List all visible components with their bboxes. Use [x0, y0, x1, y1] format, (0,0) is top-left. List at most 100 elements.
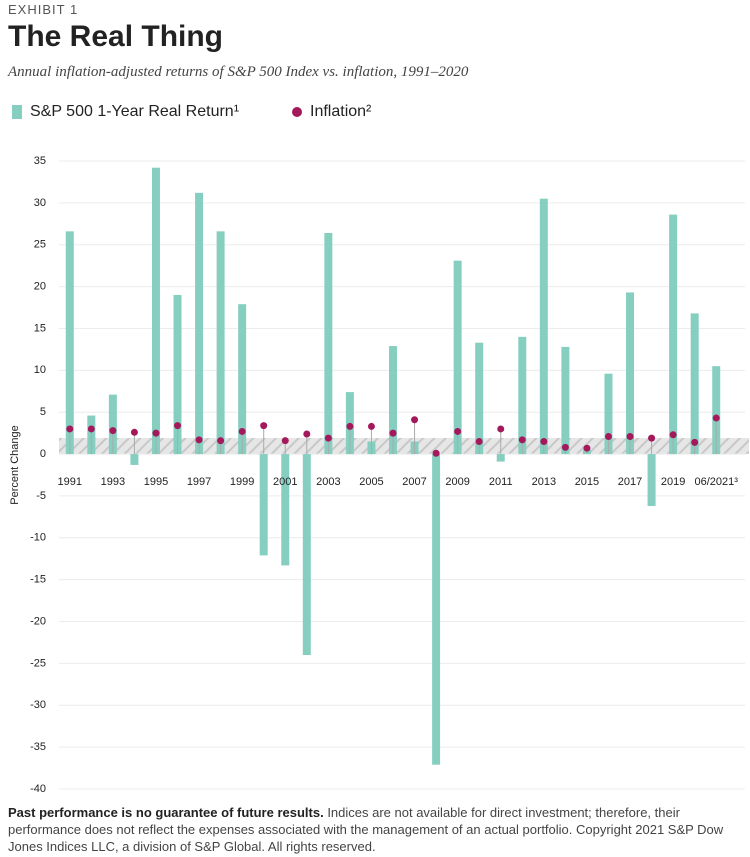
x-tick-label: 2011 [489, 476, 513, 488]
x-tick-label: 2003 [316, 476, 340, 488]
dot [174, 422, 182, 430]
y-tick-label: 20 [34, 281, 46, 293]
x-tick-label: 2013 [532, 476, 556, 488]
bar [216, 231, 225, 455]
dot [454, 427, 462, 435]
bar [195, 192, 204, 455]
x-tick-label: 2017 [618, 476, 642, 488]
bar [281, 454, 290, 566]
dot [691, 438, 699, 446]
y-tick-label: 35 [34, 155, 46, 167]
dot [626, 432, 634, 440]
y-tick-label: 10 [34, 364, 46, 376]
legend-swatch [12, 105, 22, 119]
dot [130, 428, 138, 436]
bar [324, 233, 333, 455]
bar [453, 260, 462, 455]
x-tick-label: 1991 [58, 476, 82, 488]
dot [432, 449, 440, 457]
dot [540, 438, 548, 446]
y-tick-label: -35 [30, 741, 46, 753]
x-tick-label: 2001 [273, 476, 297, 488]
y-tick-label: 30 [34, 197, 46, 209]
dot [152, 429, 160, 437]
x-tick-label: 1997 [187, 476, 211, 488]
chart-subtitle: Annual inflation-adjusted returns of S&P… [8, 64, 469, 80]
dot [66, 425, 74, 433]
x-tick-label: 1999 [230, 476, 254, 488]
x-tick-label: 2015 [575, 476, 599, 488]
dot [303, 430, 311, 438]
dot [604, 432, 612, 440]
bar [302, 454, 311, 656]
x-tick-label: 2005 [359, 476, 383, 488]
footer-bold: Past performance is no guarantee of futu… [8, 805, 324, 820]
y-tick-label: 25 [34, 239, 46, 251]
bar [518, 336, 527, 455]
dot [367, 422, 375, 430]
bar [669, 214, 678, 455]
legend-label: Inflation² [310, 103, 372, 120]
footer-text: Indices are not available for direct inv… [8, 805, 724, 854]
bar [238, 304, 247, 455]
dot [195, 436, 203, 444]
zero-band [59, 438, 749, 454]
y-tick-label: -15 [30, 574, 46, 586]
x-tick-label: 1993 [101, 476, 125, 488]
bar [389, 346, 397, 455]
y-tick-label: -10 [30, 532, 46, 544]
exhibit-label: EXHIBIT 1 [8, 2, 79, 17]
dot [518, 436, 526, 444]
dot [238, 427, 246, 435]
bar [108, 394, 117, 455]
y-tick-label: -25 [30, 657, 46, 669]
dot [217, 437, 225, 445]
bar [151, 167, 160, 455]
y-tick-label: 15 [34, 322, 46, 334]
bar [432, 454, 441, 765]
dot [260, 422, 268, 430]
dot [281, 437, 289, 445]
dot [648, 434, 656, 442]
bar [130, 454, 139, 465]
bar [173, 294, 182, 455]
footer: Past performance is no guarantee of futu… [8, 804, 743, 855]
y-tick-label: -30 [30, 699, 46, 711]
dot [497, 425, 505, 433]
y-tick-label: -40 [30, 783, 46, 795]
bar [604, 373, 613, 455]
bar [475, 342, 484, 455]
dot [346, 422, 354, 430]
bar [690, 313, 699, 455]
x-tick-label: 1995 [144, 476, 168, 488]
bar [712, 366, 721, 455]
dot [411, 416, 419, 424]
x-tick-label: 2007 [402, 476, 426, 488]
dot [583, 444, 591, 452]
dot [324, 434, 332, 442]
x-tick-label: 2019 [661, 476, 685, 488]
x-tick-label: 06/2021³ [695, 476, 739, 488]
chart-title: The Real Thing [8, 20, 224, 53]
x-tick-label: 2009 [445, 476, 469, 488]
dot [475, 438, 483, 446]
dot [389, 429, 397, 437]
bar [496, 454, 505, 462]
bar [561, 346, 570, 455]
bar [65, 231, 74, 455]
dot [87, 425, 95, 433]
bar [539, 198, 548, 455]
y-tick-label: -5 [36, 490, 46, 502]
chart: Percent Change 35302520151050-5-10-15-20… [9, 103, 749, 795]
y-axis-label: Percent Change [9, 425, 21, 505]
bar [259, 454, 268, 556]
dot [712, 414, 720, 422]
bar [626, 292, 635, 455]
dot [561, 443, 569, 451]
y-tick-label: 0 [40, 448, 46, 460]
legend-label: S&P 500 1-Year Real Return¹ [30, 103, 239, 120]
dot [669, 431, 677, 439]
dot [109, 427, 117, 435]
y-tick-label: 5 [40, 406, 46, 418]
y-tick-label: -20 [30, 615, 46, 627]
